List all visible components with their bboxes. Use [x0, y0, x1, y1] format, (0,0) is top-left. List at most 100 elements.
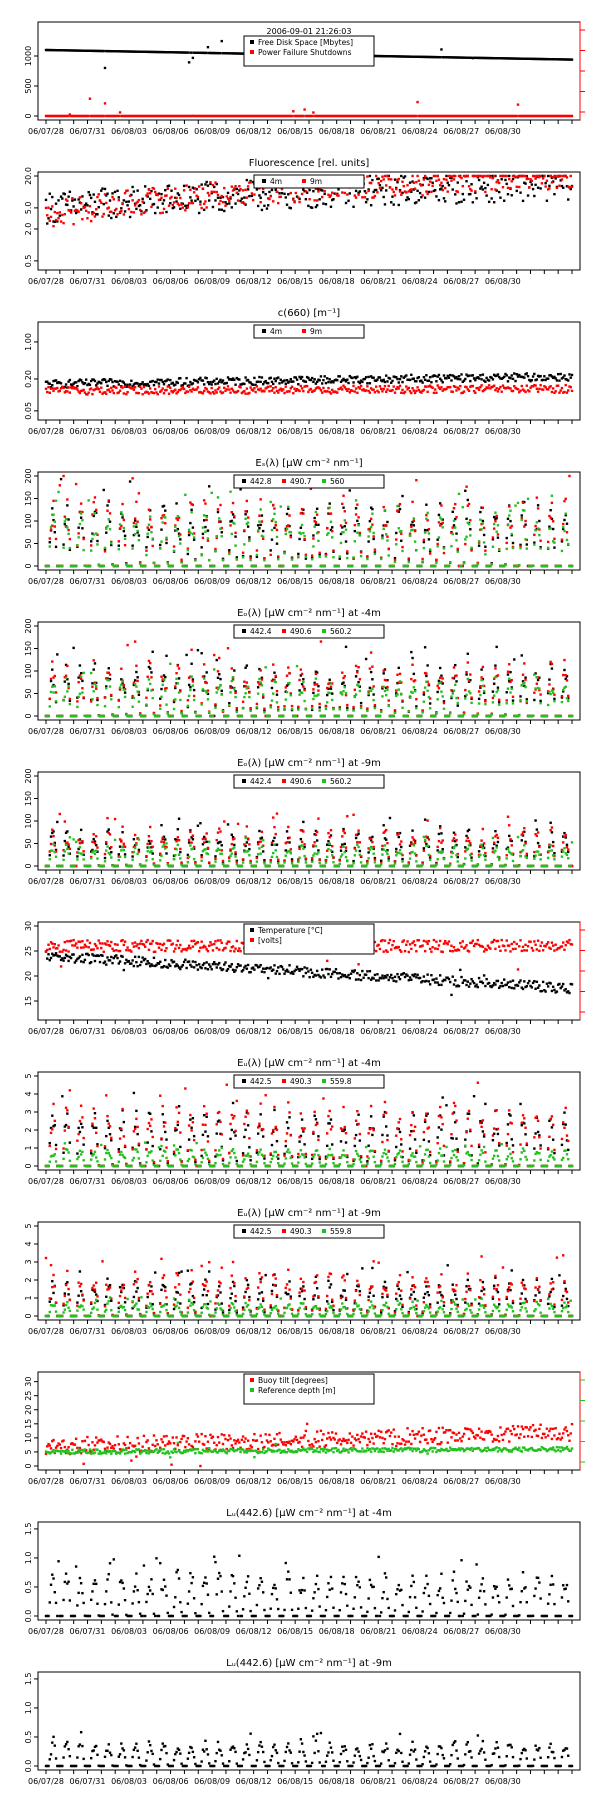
data-point: [76, 700, 79, 703]
data-point: [410, 55, 413, 58]
data-point: [186, 547, 190, 550]
data-point: [197, 378, 201, 381]
data-point: [159, 50, 162, 54]
data-point: [359, 114, 363, 118]
data-point: [323, 114, 326, 118]
data-point: [441, 184, 444, 188]
data-point: [387, 114, 390, 118]
data-point: [239, 188, 242, 191]
data-point: [187, 385, 191, 389]
x-tick-label: 06/08/18: [319, 277, 355, 286]
data-point: [63, 114, 67, 118]
data-point: [67, 682, 70, 686]
data-point: [445, 174, 448, 178]
data-point: [77, 390, 80, 393]
data-point: [560, 58, 564, 61]
data-point: [57, 490, 60, 494]
data-point: [256, 524, 260, 527]
data-point: [302, 379, 305, 382]
data-point: [157, 564, 161, 568]
data-point: [275, 689, 279, 693]
data-point: [436, 538, 439, 541]
data-point: [398, 384, 402, 388]
data-point: [452, 114, 456, 118]
data-point: [410, 677, 413, 681]
data-point: [326, 390, 329, 393]
data-point: [444, 564, 447, 568]
data-point: [245, 681, 249, 684]
data-point: [298, 114, 301, 118]
data-point: [377, 54, 380, 58]
data-point: [218, 51, 221, 55]
data-point: [51, 524, 54, 527]
data-point: [354, 513, 358, 516]
data-point: [344, 645, 348, 649]
data-point: [466, 374, 470, 378]
data-point: [495, 374, 498, 377]
data-point: [115, 114, 118, 118]
data-point: [413, 679, 417, 682]
data-point: [344, 114, 348, 118]
data-point: [464, 542, 467, 546]
data-point: [482, 526, 486, 530]
data-point: [422, 691, 426, 694]
data-point: [204, 51, 207, 55]
data-point: [138, 204, 142, 207]
data-point: [570, 373, 574, 377]
data-point: [184, 382, 187, 385]
data-point: [442, 700, 446, 703]
data-point: [57, 380, 60, 384]
data-point: [51, 507, 54, 510]
data-point: [186, 552, 190, 556]
data-point: [189, 380, 192, 384]
data-point: [441, 381, 444, 384]
data-point: [329, 512, 333, 515]
data-point: [150, 390, 153, 394]
data-point: [205, 515, 208, 519]
data-point: [228, 701, 231, 705]
data-point: [68, 378, 72, 382]
data-point: [148, 515, 152, 518]
x-tick-label: 06/08/18: [319, 127, 355, 136]
data-point: [118, 50, 122, 53]
data-point: [319, 375, 323, 378]
data-point: [549, 385, 552, 388]
data-point: [441, 56, 444, 59]
data-point: [44, 714, 48, 718]
data-point: [426, 390, 429, 394]
data-point: [428, 552, 432, 555]
data-point: [363, 114, 367, 118]
data-point: [69, 209, 73, 212]
data-point: [569, 114, 572, 118]
data-point: [540, 564, 544, 568]
data-point: [91, 513, 94, 516]
data-point: [521, 680, 525, 683]
data-point: [161, 114, 164, 118]
y-tick-label: 100: [24, 513, 33, 528]
data-point: [137, 690, 141, 694]
data-point: [349, 564, 353, 568]
data-point: [58, 381, 62, 384]
data-point: [423, 114, 427, 118]
data-point: [421, 560, 424, 563]
data-point: [148, 387, 152, 390]
data-point: [295, 195, 299, 198]
data-point: [176, 390, 180, 394]
data-point: [391, 388, 394, 392]
data-point: [150, 50, 153, 54]
data-point: [191, 680, 195, 683]
data-point: [191, 532, 195, 536]
data-point: [295, 564, 299, 568]
data-point: [405, 114, 408, 118]
data-point: [499, 564, 502, 568]
data-point: [233, 52, 236, 55]
data-point: [358, 531, 362, 535]
data-point: [274, 188, 277, 192]
data-point: [249, 558, 252, 562]
data-point: [559, 372, 562, 376]
data-point: [231, 678, 235, 681]
data-point: [186, 204, 190, 207]
data-point: [388, 114, 392, 118]
data-point: [477, 174, 481, 178]
data-point: [491, 174, 495, 178]
